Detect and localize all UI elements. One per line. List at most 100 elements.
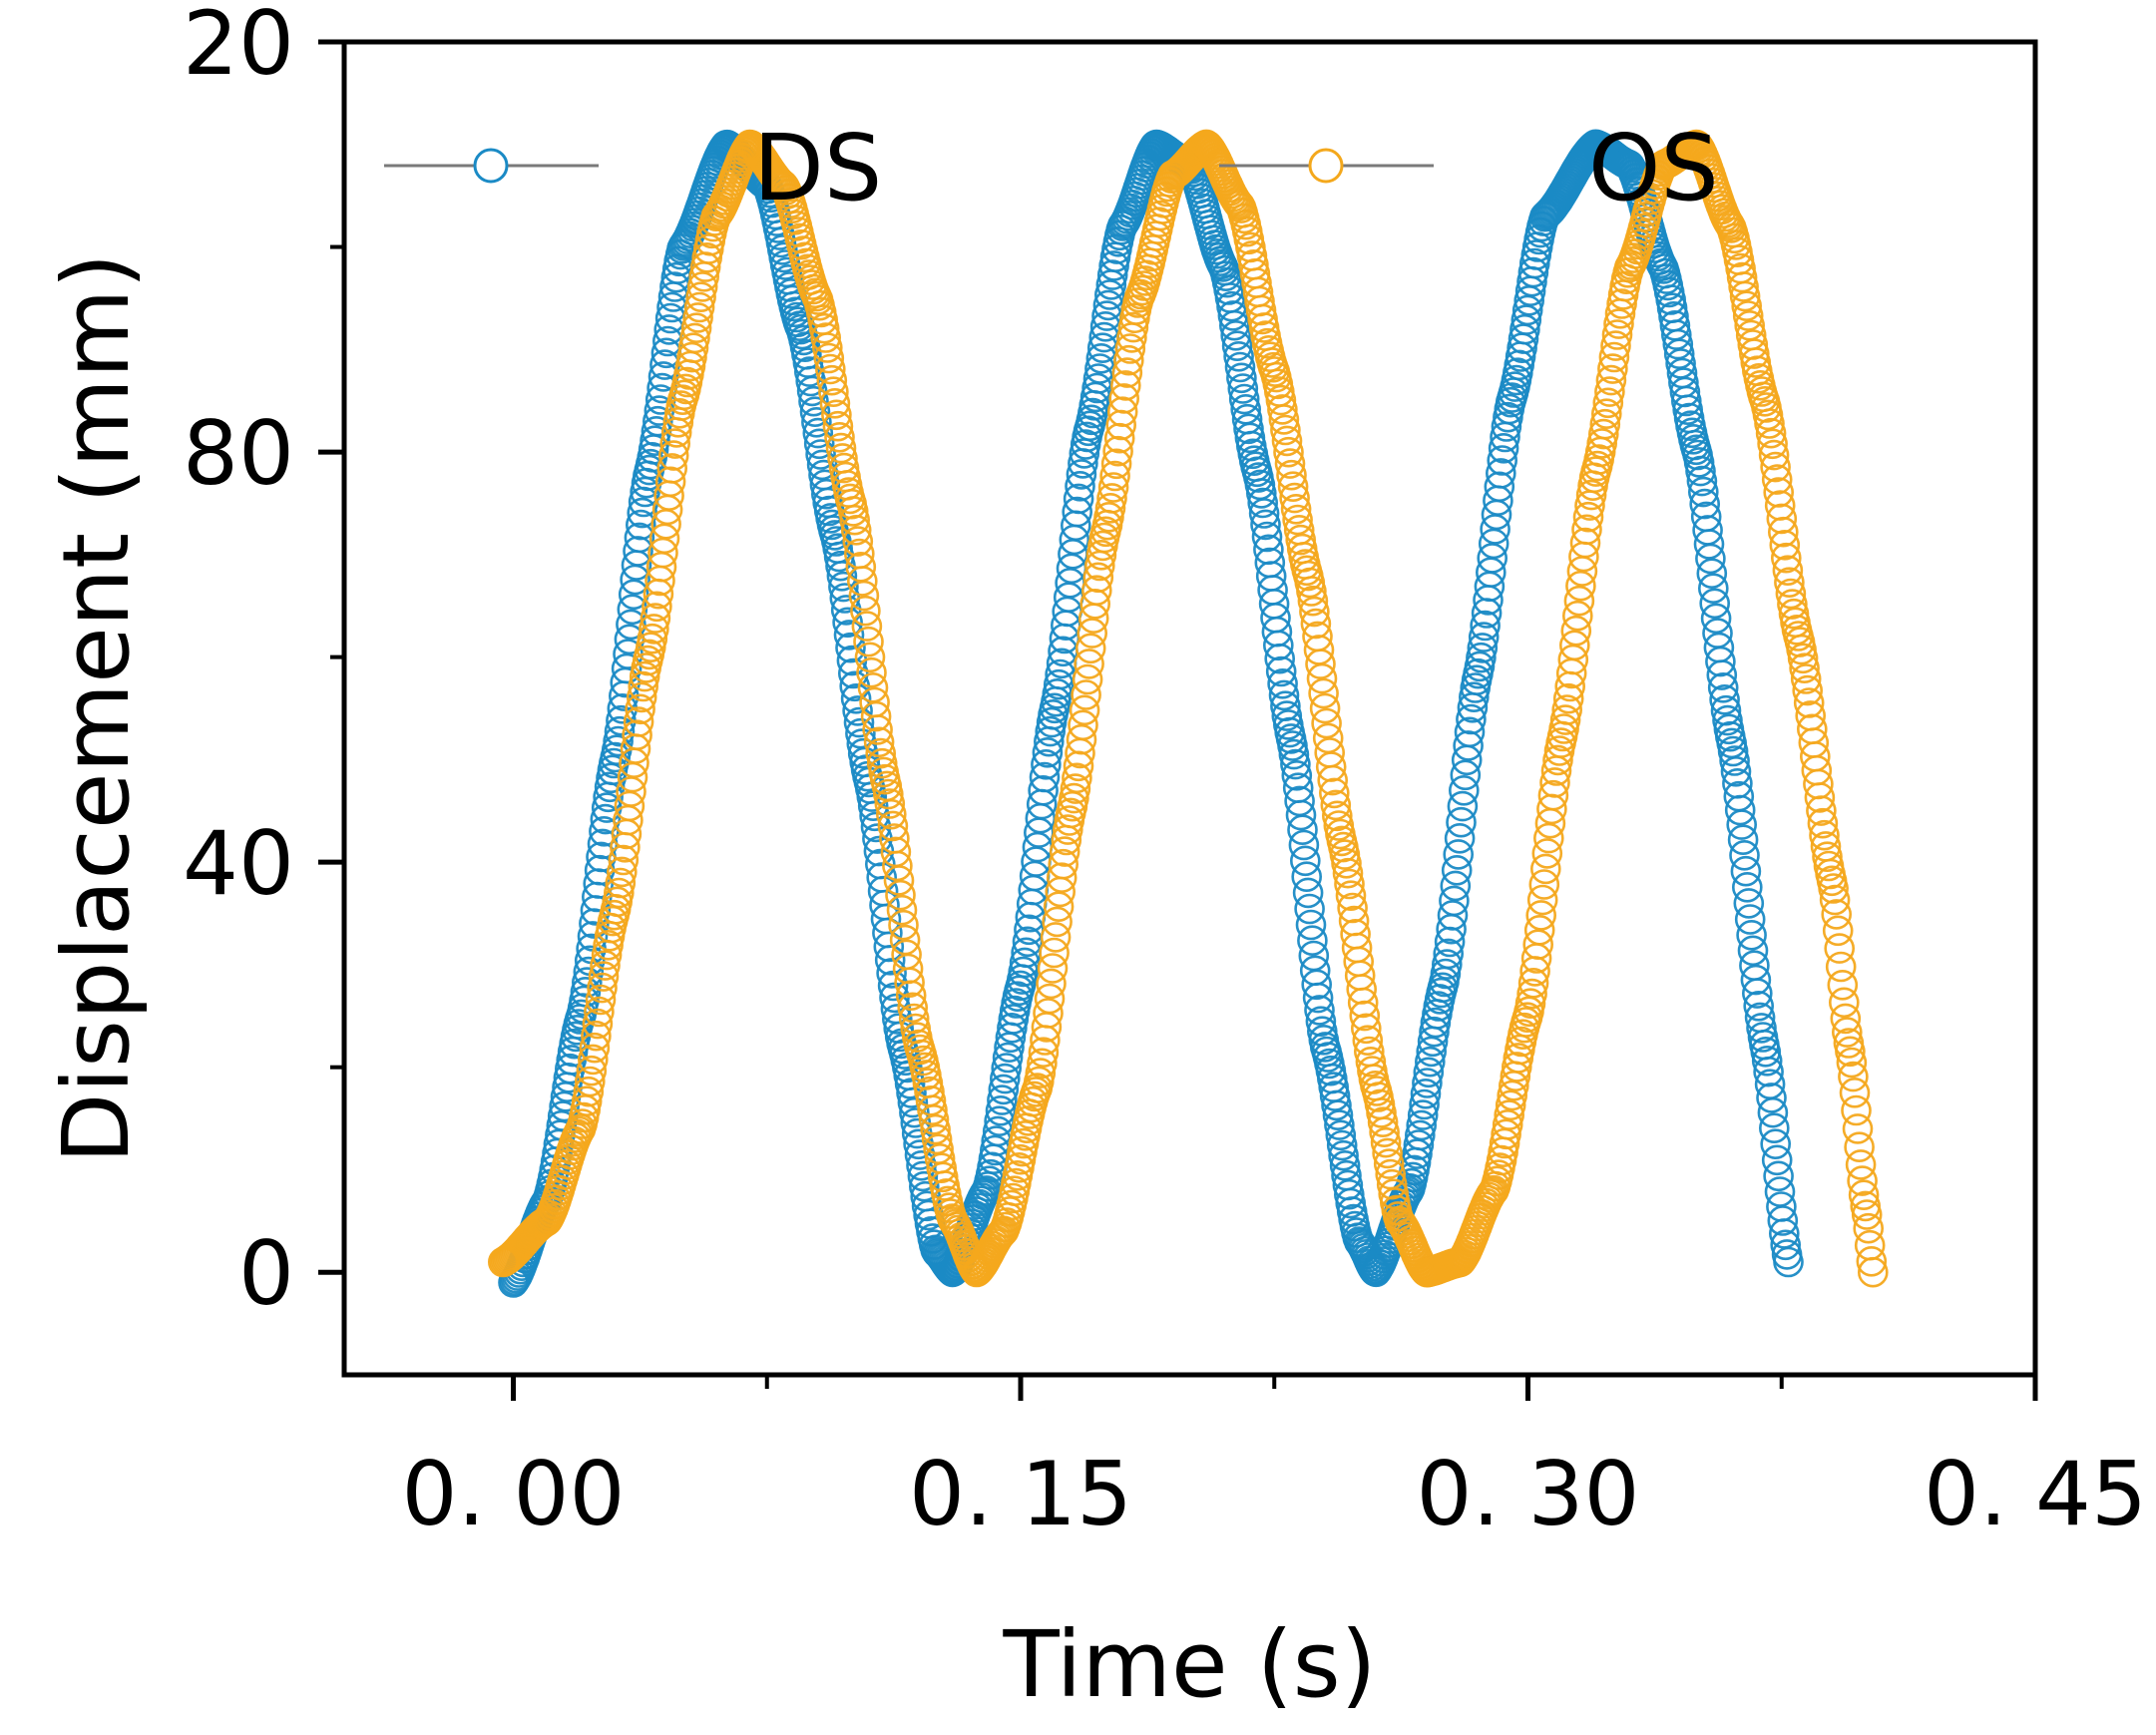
data-point bbox=[1300, 608, 1332, 640]
data-point bbox=[1707, 671, 1739, 703]
data-point bbox=[582, 1008, 614, 1040]
data-point bbox=[1539, 767, 1570, 798]
data-point bbox=[1542, 744, 1573, 776]
data-point bbox=[573, 1076, 605, 1107]
data-point bbox=[877, 810, 909, 842]
data-point bbox=[1772, 555, 1804, 587]
data-point bbox=[1592, 387, 1624, 419]
y-tick-label: 0 bbox=[238, 1222, 294, 1325]
data-point bbox=[1372, 1137, 1403, 1169]
data-point bbox=[1724, 794, 1756, 826]
data-point bbox=[801, 406, 832, 438]
data-point bbox=[1768, 516, 1799, 548]
data-point bbox=[1419, 1016, 1450, 1048]
data-point bbox=[1349, 1000, 1381, 1032]
data-point bbox=[654, 466, 686, 498]
data-point bbox=[608, 844, 640, 876]
data-point bbox=[853, 626, 884, 657]
data-point bbox=[1248, 498, 1280, 529]
data-point bbox=[886, 894, 918, 926]
data-point bbox=[1822, 915, 1854, 947]
data-point bbox=[1845, 1149, 1877, 1180]
data-point bbox=[1280, 493, 1312, 525]
data-point bbox=[848, 580, 880, 612]
data-point bbox=[1108, 383, 1139, 414]
data-point bbox=[1320, 789, 1352, 821]
data-point bbox=[576, 1055, 608, 1086]
data-point bbox=[1062, 762, 1092, 794]
data-point bbox=[1792, 674, 1823, 706]
data-point bbox=[642, 405, 673, 437]
data-point bbox=[1696, 558, 1728, 590]
data-point bbox=[1117, 311, 1149, 343]
data-point bbox=[1031, 748, 1062, 780]
data-point bbox=[863, 726, 895, 758]
data-point bbox=[1751, 1046, 1783, 1077]
data-point bbox=[1315, 751, 1347, 782]
data-point bbox=[805, 439, 836, 470]
data-point bbox=[1466, 642, 1497, 673]
data-point bbox=[1486, 458, 1516, 489]
data-point bbox=[1597, 353, 1628, 384]
data-point bbox=[1761, 1144, 1793, 1176]
data-point bbox=[604, 715, 636, 747]
data-point bbox=[824, 421, 855, 453]
data-point bbox=[1769, 529, 1801, 561]
data-point bbox=[1686, 465, 1718, 497]
data-point bbox=[590, 950, 621, 981]
data-point bbox=[1066, 723, 1097, 755]
data-point bbox=[1720, 755, 1752, 787]
data-point bbox=[1060, 773, 1091, 804]
data-point bbox=[1456, 703, 1487, 735]
data-point bbox=[1754, 408, 1785, 439]
data-point bbox=[985, 1095, 1017, 1126]
data-point bbox=[1727, 824, 1759, 856]
data-point bbox=[549, 1090, 580, 1122]
data-point bbox=[1037, 953, 1069, 984]
data-point bbox=[1278, 738, 1310, 770]
data-point bbox=[1598, 341, 1630, 373]
data-point bbox=[1406, 1109, 1437, 1141]
data-point bbox=[1600, 330, 1631, 361]
data-point bbox=[1449, 774, 1480, 806]
data-point bbox=[1809, 819, 1840, 851]
data-point bbox=[1775, 578, 1807, 610]
data-point bbox=[1324, 1109, 1355, 1140]
data-point bbox=[1440, 870, 1472, 902]
data-point bbox=[875, 798, 907, 830]
data-point bbox=[1227, 373, 1259, 404]
data-point bbox=[1282, 504, 1313, 536]
data-point bbox=[1760, 451, 1791, 483]
data-point bbox=[587, 972, 618, 1004]
data-point bbox=[1376, 1168, 1408, 1200]
data-point bbox=[1560, 615, 1592, 647]
y-tick-label: 80 bbox=[183, 402, 294, 505]
data-point bbox=[1552, 682, 1584, 714]
data-point bbox=[1074, 649, 1104, 679]
data-point bbox=[1296, 576, 1327, 607]
data-point bbox=[584, 996, 615, 1028]
data-point bbox=[1028, 1037, 1060, 1068]
data-point bbox=[1046, 862, 1078, 894]
data-point bbox=[1606, 288, 1637, 319]
data-point bbox=[1688, 476, 1719, 508]
data-point bbox=[1008, 956, 1039, 988]
data-point bbox=[1712, 704, 1743, 736]
data-point bbox=[1053, 814, 1083, 845]
data-point bbox=[606, 856, 638, 888]
data-point bbox=[579, 1032, 611, 1064]
plot-area bbox=[487, 129, 1889, 1298]
data-point bbox=[1351, 1013, 1382, 1045]
data-point bbox=[1432, 949, 1463, 980]
data-point bbox=[1856, 1246, 1888, 1277]
data-point bbox=[1526, 884, 1558, 916]
data-point bbox=[1100, 448, 1132, 480]
data-point bbox=[1081, 575, 1112, 607]
data-point bbox=[1302, 982, 1334, 1014]
data-point bbox=[1444, 822, 1476, 854]
data-point bbox=[810, 322, 842, 353]
data-point bbox=[1807, 807, 1839, 839]
data-point bbox=[1094, 492, 1126, 524]
data-point bbox=[1858, 1256, 1889, 1288]
data-point bbox=[581, 1020, 612, 1052]
